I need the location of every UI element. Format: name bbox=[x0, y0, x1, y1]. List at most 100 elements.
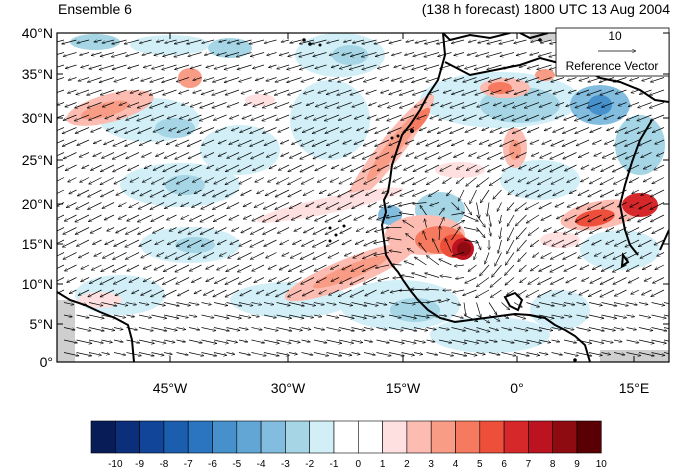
wind-vector bbox=[413, 52, 427, 57]
wind-vector bbox=[606, 127, 615, 131]
wind-vector bbox=[139, 139, 152, 146]
colorbar-cell bbox=[333, 420, 359, 454]
wind-vector bbox=[176, 77, 190, 82]
wind-vector bbox=[578, 189, 590, 196]
wind-vector bbox=[81, 264, 90, 270]
wind-vector bbox=[275, 77, 290, 83]
wind-vector bbox=[62, 139, 77, 147]
wind-vector bbox=[581, 277, 590, 282]
wind-vector bbox=[637, 214, 652, 223]
wind-vector bbox=[201, 314, 215, 318]
wind-vector bbox=[588, 289, 602, 298]
wind-vector bbox=[428, 189, 440, 197]
wind-vector bbox=[352, 39, 365, 43]
wind-vector bbox=[119, 102, 127, 106]
wind-vector bbox=[431, 102, 440, 106]
wind-vector bbox=[504, 252, 515, 266]
wind-vector bbox=[338, 289, 352, 298]
wind-vector bbox=[77, 139, 90, 146]
wind-vector bbox=[237, 39, 252, 44]
wind-vector bbox=[555, 114, 565, 119]
wind-vector bbox=[389, 89, 402, 95]
wind-vector bbox=[256, 289, 265, 295]
wind-vector bbox=[326, 39, 340, 43]
wind-vector bbox=[266, 289, 277, 296]
wind-vector bbox=[313, 114, 327, 120]
wind-vector bbox=[501, 302, 510, 311]
wind-vector bbox=[129, 277, 140, 283]
wind-vector bbox=[575, 102, 590, 108]
wind-vector bbox=[57, 177, 65, 182]
wind-vector bbox=[130, 177, 140, 183]
wind-vector bbox=[57, 39, 65, 43]
wind-vector bbox=[454, 77, 465, 82]
wind-vector bbox=[127, 164, 140, 172]
wind-vector bbox=[216, 164, 227, 171]
wind-vector bbox=[77, 39, 90, 43]
wind-vector bbox=[227, 102, 240, 108]
wind-vector bbox=[339, 277, 352, 284]
map-title-right: (138 h forecast) 1800 UTC 13 Aug 2004 bbox=[421, 1, 670, 17]
wind-vector bbox=[581, 164, 590, 170]
wind-vector bbox=[162, 289, 177, 298]
wind-vector bbox=[538, 52, 552, 57]
colorbar-label: -2 bbox=[305, 459, 314, 470]
wind-vector bbox=[454, 265, 465, 266]
wind-vector bbox=[286, 77, 302, 83]
wind-vector bbox=[76, 239, 90, 247]
wind-vector bbox=[424, 39, 440, 44]
wind-vector bbox=[378, 277, 390, 281]
wind-vector bbox=[163, 189, 177, 198]
wind-vector bbox=[590, 127, 602, 133]
wind-vector bbox=[489, 214, 491, 227]
wind-vector bbox=[463, 239, 479, 243]
wind-vector bbox=[440, 276, 452, 278]
wind-vector bbox=[65, 64, 77, 69]
wind-vector bbox=[266, 152, 277, 158]
wind-vector bbox=[537, 289, 552, 298]
wind-vector bbox=[313, 52, 327, 57]
wind-vector bbox=[644, 277, 652, 282]
wind-vector bbox=[101, 152, 115, 159]
wind-vector bbox=[512, 127, 527, 134]
wind-vector bbox=[528, 227, 540, 236]
wind-vector bbox=[464, 64, 477, 69]
wind-vector bbox=[412, 189, 427, 196]
wind-vector bbox=[67, 277, 77, 283]
wind-vector bbox=[249, 39, 265, 44]
wind-vector bbox=[375, 264, 390, 268]
wind-vector bbox=[326, 239, 340, 247]
wind-vector bbox=[129, 202, 140, 209]
wind-vector bbox=[375, 152, 390, 160]
wind-vector bbox=[629, 77, 640, 81]
wind-vector bbox=[476, 164, 490, 173]
wind-vector bbox=[317, 177, 327, 183]
wind-vector bbox=[563, 302, 575, 305]
wind-vector bbox=[93, 152, 102, 157]
wind-vector bbox=[413, 164, 427, 173]
wind-vector bbox=[499, 139, 515, 147]
wind-vector bbox=[292, 239, 302, 245]
wind-vector bbox=[375, 52, 390, 57]
wind-vector bbox=[637, 114, 652, 121]
map-title-left: Ensemble 6 bbox=[58, 1, 132, 17]
wind-vector bbox=[319, 189, 327, 195]
wind-vector bbox=[274, 89, 290, 95]
wind-vector bbox=[140, 189, 152, 197]
wind-vector bbox=[555, 202, 565, 208]
wind-vector bbox=[365, 127, 377, 133]
wind-vector bbox=[99, 64, 115, 70]
wind-vector bbox=[264, 139, 277, 146]
wind-vector bbox=[63, 315, 73, 317]
wind-vector bbox=[255, 77, 265, 81]
colorbar-cell bbox=[528, 420, 554, 454]
wind-vector bbox=[100, 177, 115, 186]
wind-vector bbox=[438, 217, 445, 228]
wind-vector bbox=[339, 177, 352, 185]
wind-vector bbox=[78, 289, 90, 296]
wind-vector bbox=[402, 64, 415, 69]
wind-vector bbox=[202, 39, 215, 43]
wind-vector bbox=[189, 264, 202, 272]
wind-vector bbox=[87, 102, 102, 109]
wind-vector bbox=[632, 189, 640, 195]
